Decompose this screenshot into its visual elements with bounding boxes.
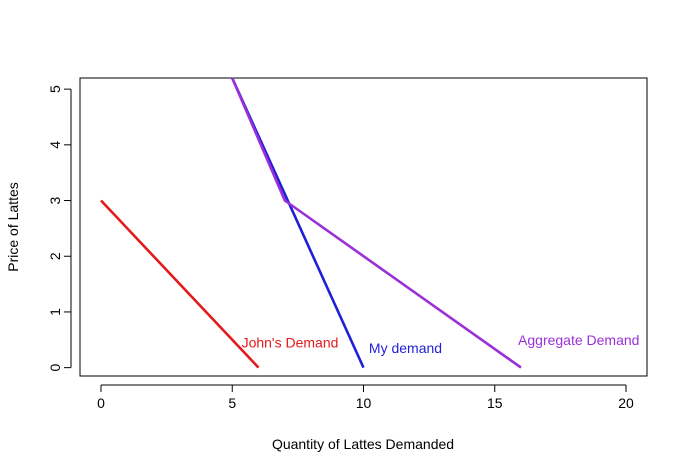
y-tick-label: 1 — [47, 308, 63, 316]
y-axis: 0 1 2 3 4 5 — [47, 85, 72, 372]
x-tick-label: 10 — [356, 395, 372, 411]
y-axis-title: Price of Lattes — [5, 182, 21, 272]
series-layer — [100, 77, 522, 369]
x-axis-title: Quantity of Lattes Demanded — [272, 436, 454, 452]
series-label-my-demand: My demand — [369, 340, 442, 356]
x-tick-label: 15 — [487, 395, 503, 411]
series-line-john-s-demand — [100, 199, 260, 369]
series-labels: John's Demand My demand Aggregate Demand — [242, 332, 640, 356]
y-tick-label: 5 — [47, 85, 63, 93]
x-axis: 0 5 10 15 20 — [97, 384, 634, 411]
x-tick-label: 0 — [97, 395, 105, 411]
y-tick-label: 2 — [47, 252, 63, 260]
y-tick-label: 3 — [47, 196, 63, 204]
series-label-aggregate-demand: Aggregate Demand — [518, 332, 639, 348]
x-tick-label: 5 — [228, 395, 236, 411]
y-tick-label: 0 — [47, 364, 63, 372]
x-tick-label: 20 — [618, 395, 634, 411]
plot-frame — [79, 77, 648, 377]
y-tick-label: 4 — [47, 141, 63, 149]
series-label-john-s-demand: John's Demand — [242, 335, 339, 351]
series-line-aggregate-demand — [231, 77, 522, 369]
